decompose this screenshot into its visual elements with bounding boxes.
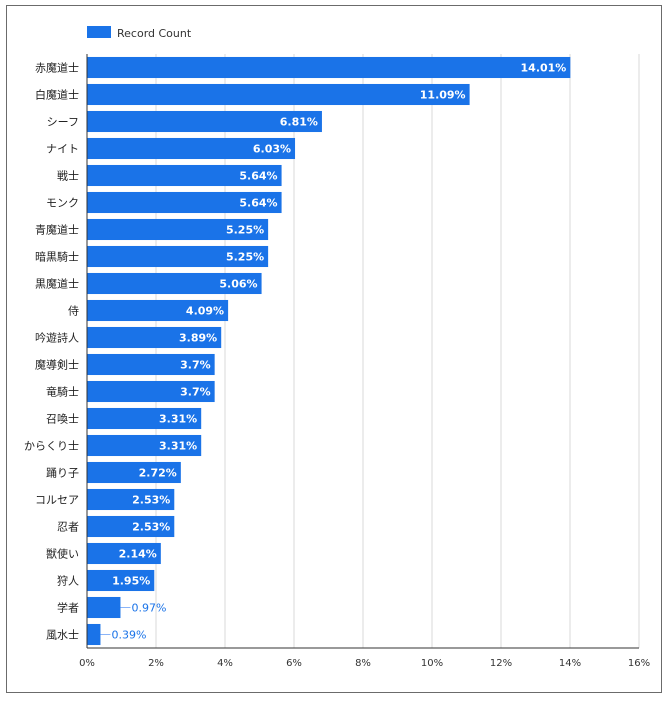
category-label: コルセア bbox=[35, 494, 79, 507]
x-tick-label: 14% bbox=[559, 658, 581, 669]
category-label: 吟遊詩人 bbox=[35, 331, 79, 345]
data-label: 5.25% bbox=[226, 251, 264, 264]
x-tick-label: 10% bbox=[421, 658, 443, 669]
category-label: 青魔道士 bbox=[35, 223, 79, 237]
category-label: シーフ bbox=[47, 116, 79, 129]
data-label: 0.39% bbox=[111, 629, 146, 642]
bar bbox=[87, 272, 262, 295]
legend-label: Record Count bbox=[117, 27, 192, 40]
x-tick-label: 12% bbox=[490, 658, 512, 669]
legend-swatch bbox=[87, 26, 111, 38]
x-tick-label: 6% bbox=[286, 658, 302, 669]
bar bbox=[87, 488, 175, 511]
bar bbox=[87, 137, 296, 160]
data-label: 6.03% bbox=[253, 143, 291, 156]
data-label: 2.53% bbox=[132, 494, 170, 507]
data-label: 2.14% bbox=[119, 548, 157, 561]
bar bbox=[87, 569, 155, 592]
category-label: 踊り子 bbox=[46, 467, 79, 480]
bar bbox=[87, 191, 282, 214]
category-label: 狩人 bbox=[57, 574, 79, 588]
bar bbox=[87, 326, 222, 349]
category-label: 魔導剣士 bbox=[35, 358, 79, 372]
category-label: 風水士 bbox=[46, 629, 79, 642]
data-label: 5.64% bbox=[239, 170, 277, 183]
category-label: 獣使い bbox=[46, 547, 79, 561]
bar bbox=[87, 515, 175, 538]
x-tick-label: 4% bbox=[217, 658, 233, 669]
category-label: からくり士 bbox=[24, 440, 79, 453]
category-label: 黒魔道士 bbox=[35, 277, 79, 291]
bar bbox=[87, 461, 181, 484]
bar bbox=[87, 164, 282, 187]
data-label: 5.64% bbox=[239, 197, 277, 210]
data-label: 0.97% bbox=[131, 602, 166, 615]
bar bbox=[87, 245, 269, 268]
bar-chart: 14.01% 11.09% 6.81% 6.03% 5.64% 5.64% 5.25% 5.2… bbox=[24, 26, 650, 669]
data-label: 2.72% bbox=[139, 467, 177, 480]
bar bbox=[87, 380, 215, 403]
category-label: ナイト bbox=[46, 143, 79, 156]
bar bbox=[87, 56, 571, 79]
category-label: 学者 bbox=[57, 601, 79, 615]
data-label: 2.53% bbox=[132, 521, 170, 534]
y-axis: 赤魔道士白魔道士シーフナイト戦士モンク青魔道士暗黒騎士黒魔道士侍吟遊詩人魔導剣士… bbox=[24, 54, 88, 648]
bar bbox=[87, 83, 470, 106]
data-label: 3.31% bbox=[159, 440, 197, 453]
bar bbox=[87, 353, 215, 376]
bars: 14.01% 11.09% 6.81% 6.03% 5.64% 5.64% 5.25% 5.2… bbox=[87, 56, 571, 646]
data-label: 5.06% bbox=[219, 278, 257, 291]
category-label: 召喚士 bbox=[46, 413, 79, 426]
category-label: 赤魔道士 bbox=[35, 61, 79, 75]
category-label: 侍 bbox=[68, 305, 79, 318]
data-label: 3.7% bbox=[180, 386, 211, 399]
x-tick-label: 16% bbox=[628, 658, 650, 669]
x-tick-label: 0% bbox=[79, 658, 95, 669]
category-label: 忍者 bbox=[57, 521, 79, 534]
legend: Record Count bbox=[87, 26, 192, 40]
data-label: 6.81% bbox=[280, 116, 318, 129]
data-label: 1.95% bbox=[112, 575, 150, 588]
bar bbox=[87, 434, 202, 457]
bar bbox=[87, 299, 229, 322]
x-tick-label: 8% bbox=[355, 658, 371, 669]
data-label: 14.01% bbox=[521, 62, 567, 75]
data-label: 3.31% bbox=[159, 413, 197, 426]
bar bbox=[87, 407, 202, 430]
bar bbox=[87, 596, 121, 619]
data-label: 3.89% bbox=[179, 332, 217, 345]
bar bbox=[87, 542, 161, 565]
data-label: 5.25% bbox=[226, 224, 264, 237]
category-label: 竜騎士 bbox=[46, 385, 79, 399]
x-tick-label: 2% bbox=[148, 658, 164, 669]
x-axis: 0% 2% 4% 6% 8% 10% 12% 14% 16% bbox=[79, 647, 650, 669]
category-label: 暗黒騎士 bbox=[35, 250, 79, 264]
chart-frame: 14.01% 11.09% 6.81% 6.03% 5.64% 5.64% 5.25% 5.2… bbox=[6, 5, 662, 693]
data-label: 4.09% bbox=[186, 305, 224, 318]
bar bbox=[87, 623, 101, 646]
data-label: 11.09% bbox=[420, 89, 466, 102]
bar bbox=[87, 218, 269, 241]
category-label: モンク bbox=[46, 197, 79, 210]
bar bbox=[87, 110, 322, 133]
category-label: 白魔道士 bbox=[35, 88, 79, 102]
category-label: 戦士 bbox=[57, 170, 79, 183]
data-label: 3.7% bbox=[180, 359, 211, 372]
